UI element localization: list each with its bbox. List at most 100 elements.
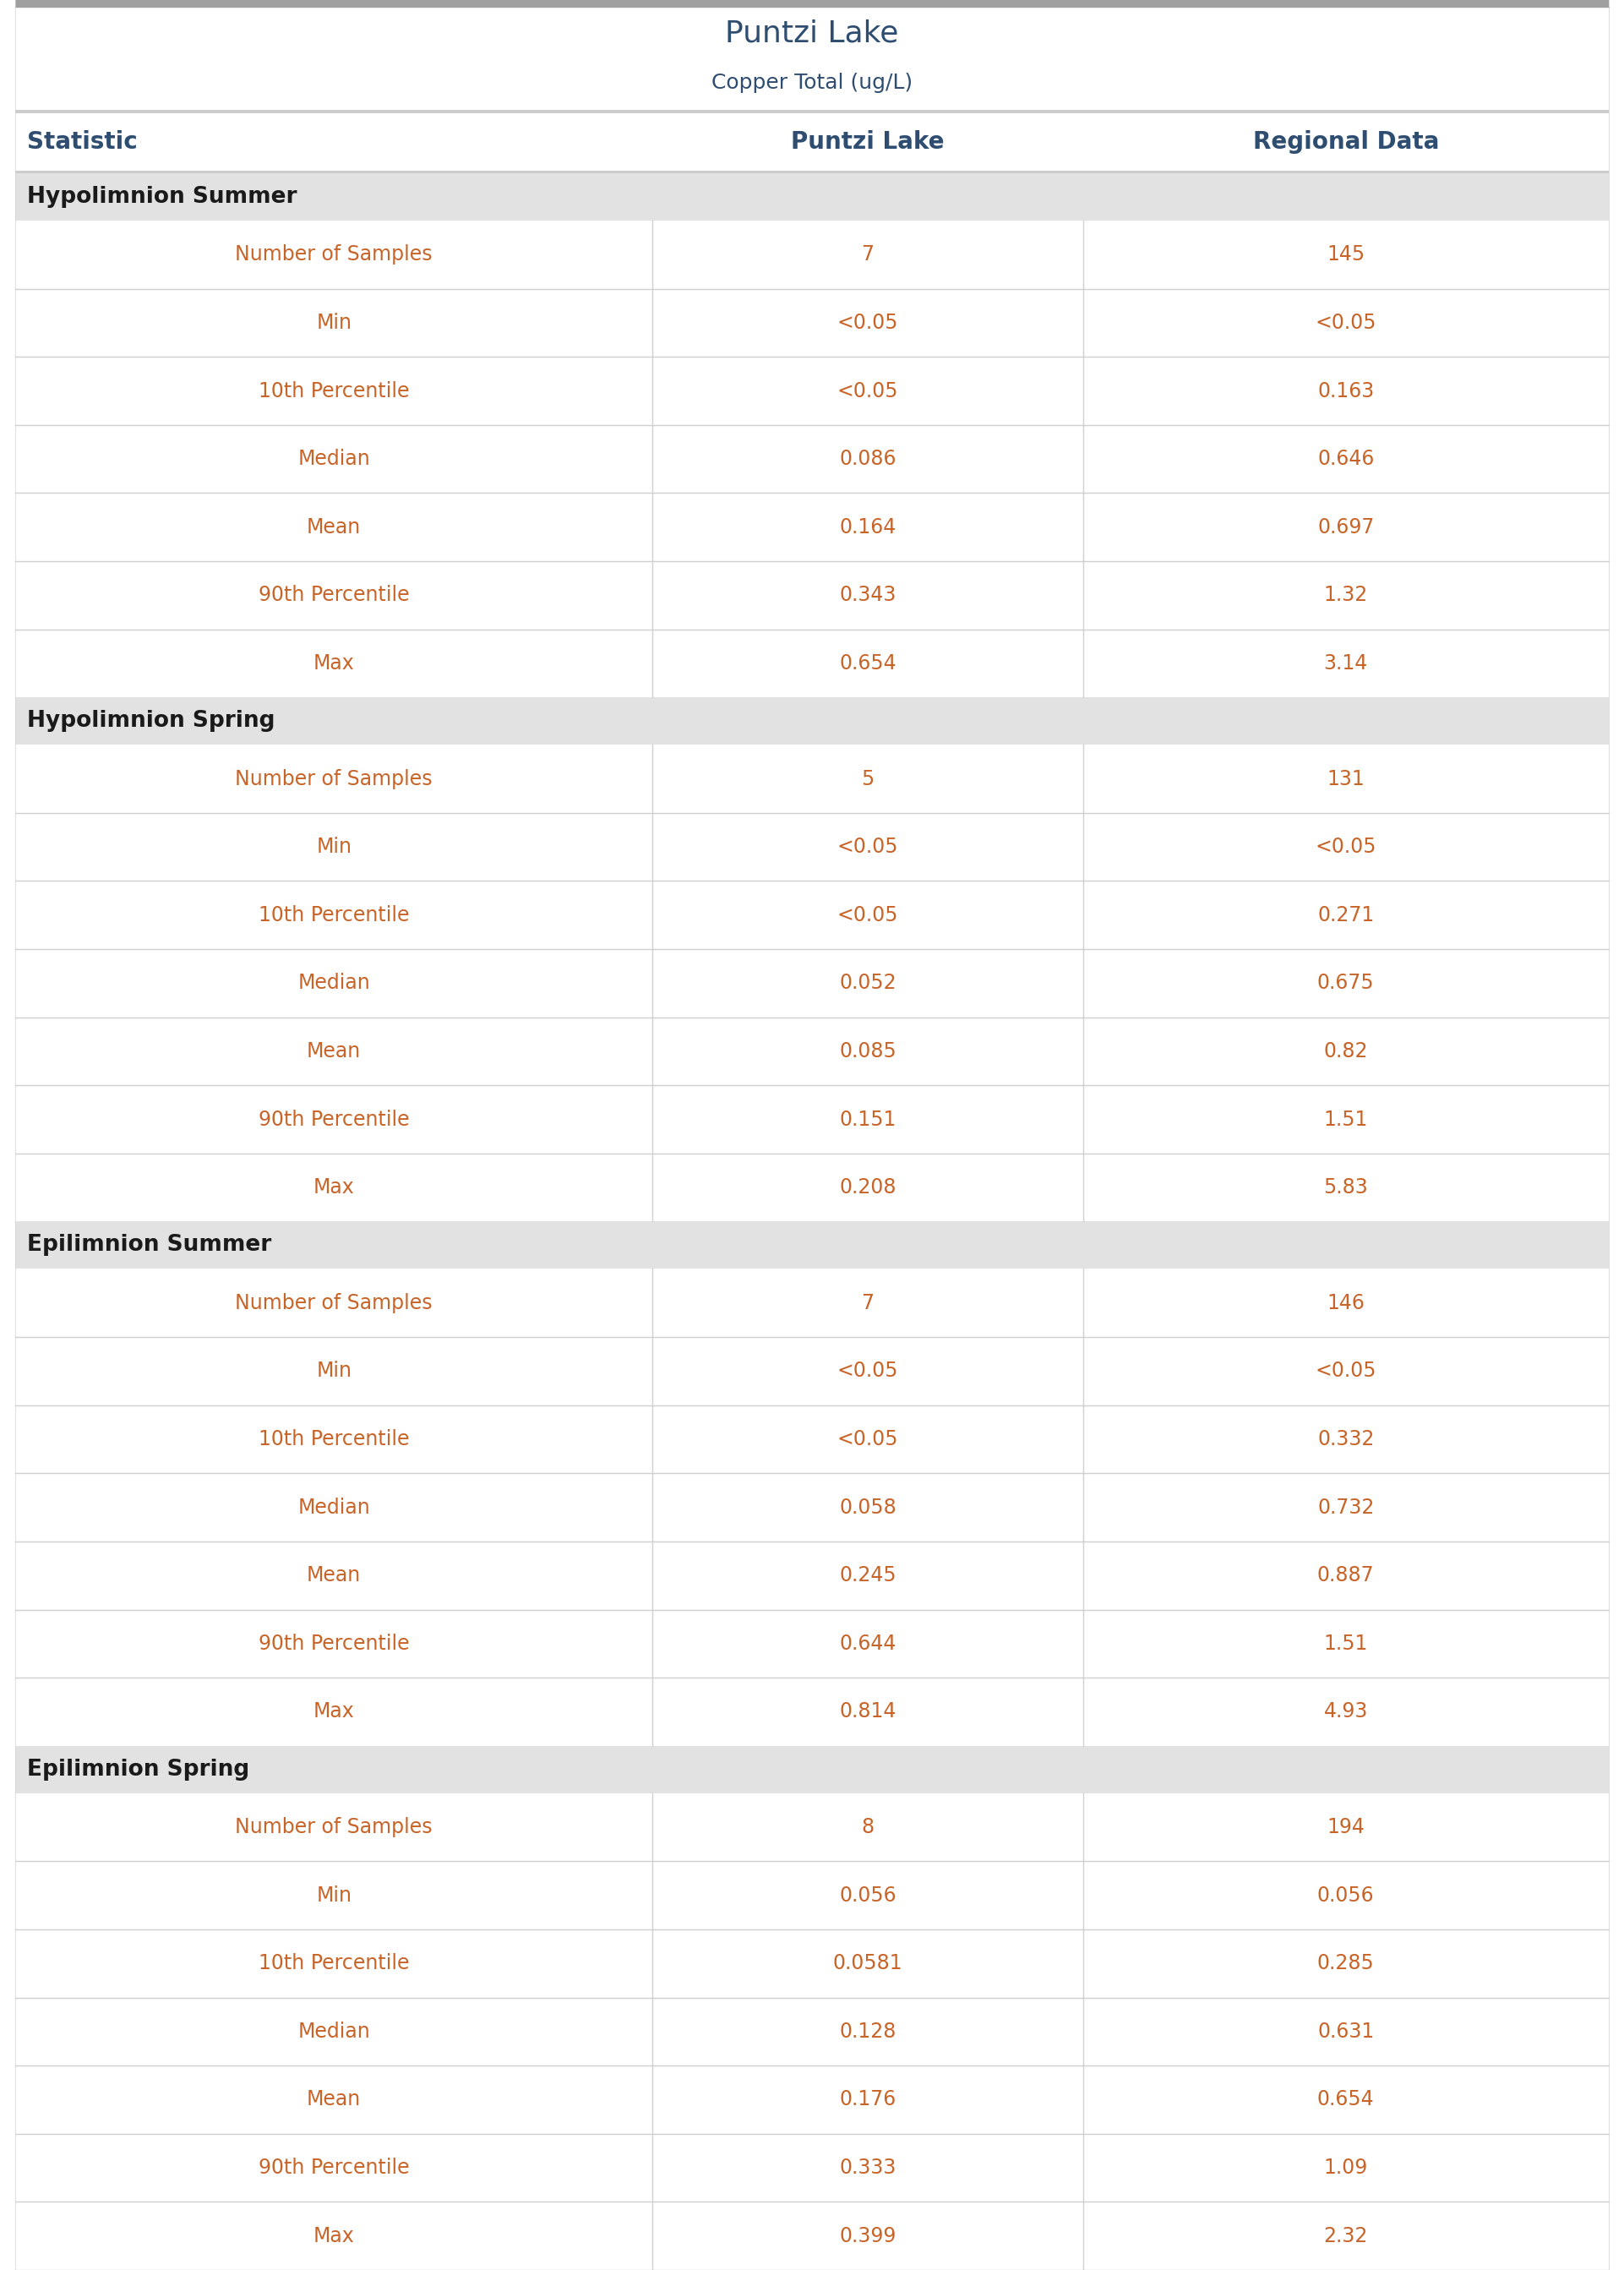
Bar xyxy=(15,745,1609,813)
Text: Epilimnion Spring: Epilimnion Spring xyxy=(28,1759,250,1780)
Text: <0.05: <0.05 xyxy=(1315,313,1377,334)
Text: 8: 8 xyxy=(861,1816,874,1836)
Bar xyxy=(15,170,1609,173)
Bar xyxy=(15,561,1609,629)
Text: Number of Samples: Number of Samples xyxy=(235,245,432,266)
Bar xyxy=(15,1405,1609,1473)
Text: Max: Max xyxy=(313,1178,354,1199)
Text: 90th Percentile: 90th Percentile xyxy=(258,586,409,606)
Bar xyxy=(15,424,1609,493)
Text: Mean: Mean xyxy=(307,1042,361,1062)
Text: Number of Samples: Number of Samples xyxy=(235,770,432,790)
Text: 0.151: 0.151 xyxy=(840,1110,896,1130)
Text: 0.631: 0.631 xyxy=(1317,2020,1374,2041)
Text: 90th Percentile: 90th Percentile xyxy=(258,1110,409,1130)
Text: 10th Percentile: 10th Percentile xyxy=(258,1430,409,1451)
Text: <0.05: <0.05 xyxy=(836,313,898,334)
Text: 1.51: 1.51 xyxy=(1324,1634,1367,1655)
Text: Median: Median xyxy=(297,2020,370,2041)
Text: 0.399: 0.399 xyxy=(840,2227,896,2245)
Bar xyxy=(15,1998,1609,2066)
Bar xyxy=(15,2066,1609,2134)
Text: Number of Samples: Number of Samples xyxy=(235,1816,432,1836)
Text: 0.245: 0.245 xyxy=(840,1566,896,1587)
Bar xyxy=(15,697,1609,745)
Text: 90th Percentile: 90th Percentile xyxy=(258,2159,409,2177)
Bar xyxy=(15,1861,1609,1930)
Text: 0.058: 0.058 xyxy=(840,1498,896,1519)
Bar xyxy=(15,493,1609,561)
Text: 1.09: 1.09 xyxy=(1324,2159,1367,2177)
Text: Mean: Mean xyxy=(307,1566,361,1587)
Text: Min: Min xyxy=(317,1362,352,1380)
Text: 0.128: 0.128 xyxy=(840,2020,896,2041)
Text: 0.176: 0.176 xyxy=(840,2091,896,2109)
Text: 0.085: 0.085 xyxy=(840,1042,896,1062)
Bar xyxy=(15,288,1609,356)
Bar xyxy=(15,813,1609,881)
Bar xyxy=(15,109,1609,114)
Text: <0.05: <0.05 xyxy=(836,381,898,402)
Text: 131: 131 xyxy=(1327,770,1364,790)
Text: 2.32: 2.32 xyxy=(1324,2227,1367,2245)
Text: 146: 146 xyxy=(1327,1294,1364,1312)
Text: Median: Median xyxy=(297,1498,370,1519)
Text: 0.052: 0.052 xyxy=(840,974,896,994)
Text: 0.164: 0.164 xyxy=(840,518,896,538)
Text: <0.05: <0.05 xyxy=(836,906,898,926)
Text: 1.51: 1.51 xyxy=(1324,1110,1367,1130)
Text: 0.208: 0.208 xyxy=(840,1178,896,1199)
Text: Statistic: Statistic xyxy=(28,129,138,154)
Bar xyxy=(15,1337,1609,1405)
Bar xyxy=(15,1541,1609,1609)
Bar xyxy=(15,2134,1609,2202)
Text: Mean: Mean xyxy=(307,518,361,538)
Bar xyxy=(15,1793,1609,1861)
Text: <0.05: <0.05 xyxy=(836,1430,898,1451)
Text: Copper Total (ug/L): Copper Total (ug/L) xyxy=(711,73,913,93)
Text: Hypolimnion Spring: Hypolimnion Spring xyxy=(28,711,274,733)
Text: 90th Percentile: 90th Percentile xyxy=(258,1634,409,1655)
Text: Min: Min xyxy=(317,1884,352,1905)
Bar xyxy=(15,1085,1609,1153)
Text: 0.887: 0.887 xyxy=(1317,1566,1374,1587)
Text: Mean: Mean xyxy=(307,2091,361,2109)
Text: 7: 7 xyxy=(861,245,874,266)
Text: 3.14: 3.14 xyxy=(1324,654,1367,674)
Text: 4.93: 4.93 xyxy=(1324,1702,1367,1723)
Text: Max: Max xyxy=(313,654,354,674)
Text: Min: Min xyxy=(317,313,352,334)
Bar xyxy=(15,220,1609,288)
Bar xyxy=(15,1930,1609,1998)
Bar xyxy=(15,949,1609,1017)
Text: Number of Samples: Number of Samples xyxy=(235,1294,432,1312)
Text: 0.0581: 0.0581 xyxy=(833,1952,903,1973)
Bar xyxy=(15,881,1609,949)
Text: <0.05: <0.05 xyxy=(1315,1362,1377,1380)
Text: <0.05: <0.05 xyxy=(1315,838,1377,858)
Bar xyxy=(15,173,1609,220)
Text: <0.05: <0.05 xyxy=(836,838,898,858)
Text: 1.32: 1.32 xyxy=(1324,586,1367,606)
Text: 0.732: 0.732 xyxy=(1317,1498,1374,1519)
Text: 10th Percentile: 10th Percentile xyxy=(258,381,409,402)
Text: Median: Median xyxy=(297,974,370,994)
Bar xyxy=(15,1678,1609,1746)
Text: 0.82: 0.82 xyxy=(1324,1042,1367,1062)
Bar xyxy=(15,0,1609,7)
Text: 0.086: 0.086 xyxy=(840,449,896,470)
Text: 0.056: 0.056 xyxy=(840,1884,896,1905)
Text: 0.163: 0.163 xyxy=(1317,381,1374,402)
Bar xyxy=(15,1017,1609,1085)
Bar xyxy=(15,1269,1609,1337)
Text: 0.697: 0.697 xyxy=(1317,518,1374,538)
Text: 7: 7 xyxy=(861,1294,874,1312)
Text: Puntzi Lake: Puntzi Lake xyxy=(726,18,898,48)
Bar xyxy=(15,114,1609,170)
Text: 5: 5 xyxy=(861,770,874,790)
Bar xyxy=(15,629,1609,697)
Text: 0.654: 0.654 xyxy=(840,654,896,674)
Text: 194: 194 xyxy=(1327,1816,1364,1836)
Text: Max: Max xyxy=(313,2227,354,2245)
Text: 0.814: 0.814 xyxy=(840,1702,896,1723)
